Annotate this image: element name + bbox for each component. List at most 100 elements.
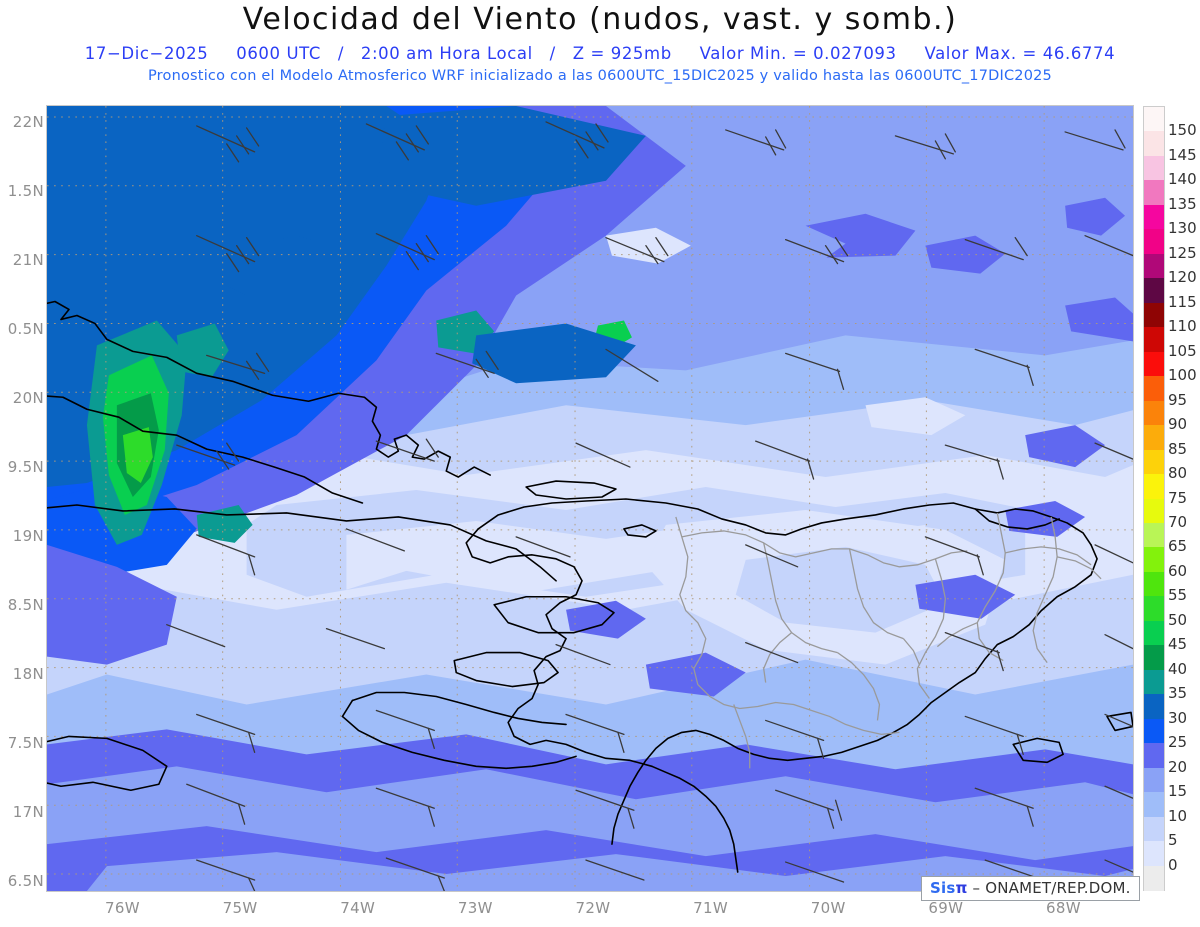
colorbar-tick-label: 10 [1168,806,1188,825]
colorbar-swatch [1144,620,1164,646]
colorbar-swatch [1144,376,1164,402]
colorbar-tick-label: 20 [1168,757,1188,776]
colorbar-swatch [1144,841,1164,867]
latitude-tick-label: 8.5N [7,595,44,614]
latitude-tick-label: 6.5N [7,871,44,890]
colorbar-swatch [1144,425,1164,451]
longitude-tick-label: 73W [457,899,493,917]
attribution-dash: – [972,879,981,897]
model-description-line: Pronostico con el Modelo Atmosferico WRF… [147,68,1052,84]
colorbar-swatch [1144,302,1164,328]
min-value-label: Valor Min. = 0.027093 [699,44,897,63]
colorbar-swatch [1144,131,1164,157]
pressure-level: Z = 925mb [572,44,672,63]
wind-speed-contour-map [47,106,1133,891]
attribution-badge: Sisπ – ONAMET/REP.DOM. [921,876,1140,901]
colorbar-swatch [1144,204,1164,230]
colorbar-swatch [1144,180,1164,206]
colorbar-swatch [1144,571,1164,597]
colorbar-tick-label: 105 [1168,341,1197,360]
colorbar-tick-label: 15 [1168,782,1188,801]
colorbar-swatch [1144,449,1164,475]
latitude-tick-label: 18N [12,664,44,683]
colorbar-swatch [1144,718,1164,744]
longitude-axis: 76W 75W 74W 73W 72W 71W 70W 69W 68W [46,893,1134,927]
page-title: Velocidad del Viento (nudos, vast. y som… [242,2,958,37]
colorbar-tick-label: 60 [1168,561,1188,580]
colorbar-tick-label: 145 [1168,145,1197,164]
colorbar-swatch [1144,155,1164,181]
latitude-axis: 22N 1.5N 21N 0.5N 20N 9.5N 19N 8.5N 18N 7.5N 17N 6.… [0,105,46,892]
latitude-tick-label: 17N [12,802,44,821]
colorbar-tick-label: 75 [1168,488,1188,507]
colorbar-swatch [1144,229,1164,255]
forecast-local-time: 2:00 am Hora Local [360,44,533,63]
colorbar-swatch [1144,107,1164,133]
colorbar-swatch [1144,253,1164,279]
agency-label: ONAMET/REP.DOM. [985,879,1131,897]
longitude-tick-label: 68W [1046,899,1081,917]
province-boundaries [675,512,1102,769]
separator-slash-1: / [337,44,345,63]
colorbar-swatch [1144,400,1164,426]
colorbar-tick-label: 90 [1168,415,1188,434]
colorbar-swatch [1144,522,1164,549]
colorbar-tick-label: 5 [1168,831,1178,850]
colorbar-tick-label: 65 [1168,537,1188,556]
colorbar-tick-label: 35 [1168,684,1188,703]
colorbar-tick-label: 50 [1168,610,1188,629]
colorbar-swatch [1144,547,1164,573]
colorbar-tick-label: 85 [1168,439,1188,458]
longitude-tick-label: 76W [105,899,140,917]
latitude-tick-label: 1.5N [7,181,44,200]
colorbar-swatch [1144,669,1164,695]
colorbar-tick-labels: 150 145 140 135 130 125 120 115 110 105 100 95 90 85 8… [1168,106,1200,891]
colorbar-swatch [1144,596,1164,622]
forecast-time-utc: 0600 UTC [236,44,321,63]
longitude-tick-label: 71W [693,899,728,917]
colorbar-tick-label: 55 [1168,586,1188,605]
colorbar-tick-label: 130 [1168,219,1197,238]
colorbar-swatch [1144,743,1164,769]
coastlines [47,300,1133,873]
colorbar-tick-label: 45 [1168,635,1188,654]
colorbar-tick-label: 95 [1168,390,1188,409]
separator-slash-2: / [549,44,556,63]
latitude-tick-label: 19N [12,526,44,545]
longitude-tick-label: 74W [340,899,376,917]
colorbar-swatch [1144,278,1164,304]
pi-symbol-icon: π [955,879,968,897]
latitude-tick-label: 22N [12,112,44,131]
colorbar-tick-label: 100 [1168,366,1197,385]
max-value-label: Valor Max. = 46.6774 [924,44,1116,63]
longitude-tick-label: 72W [575,899,611,917]
latitude-tick-label: 21N [12,250,44,269]
colorbar-tick-label: 150 [1168,121,1197,140]
colorbar-tick-label: 125 [1168,243,1197,262]
colorbar-tick-label: 40 [1168,659,1188,678]
colorbar-swatch [1144,351,1164,377]
longitude-tick-label: 70W [810,899,846,917]
colorbar [1143,106,1165,891]
colorbar-swatch [1144,792,1164,818]
colorbar-swatch [1144,327,1164,353]
latitude-tick-label: 20N [12,388,44,407]
colorbar-tick-label: 25 [1168,733,1188,752]
colorbar-tick-label: 115 [1168,292,1197,311]
colorbar-tick-label: 30 [1168,708,1188,727]
colorbar-swatch [1144,865,1164,891]
colorbar-tick-label: 135 [1168,194,1197,213]
latitude-tick-label: 9.5N [7,457,44,476]
colorbar-tick-label: 70 [1168,512,1188,531]
colorbar-tick-label: 80 [1168,464,1188,483]
colorbar-swatch [1144,767,1164,793]
colorbar-tick-label: 0 [1168,855,1178,874]
brand-label: Sis [930,879,956,897]
colorbar-swatch [1144,498,1164,524]
forecast-date: 17−Dic−2025 [84,44,209,63]
longitude-tick-label: 69W [928,899,964,917]
longitude-tick-label: 75W [222,899,258,917]
forecast-meta-line: 17−Dic−2025 0600 UTC / 2:00 am Hora Loca… [0,44,1200,63]
map-plot-area[interactable] [46,105,1134,892]
